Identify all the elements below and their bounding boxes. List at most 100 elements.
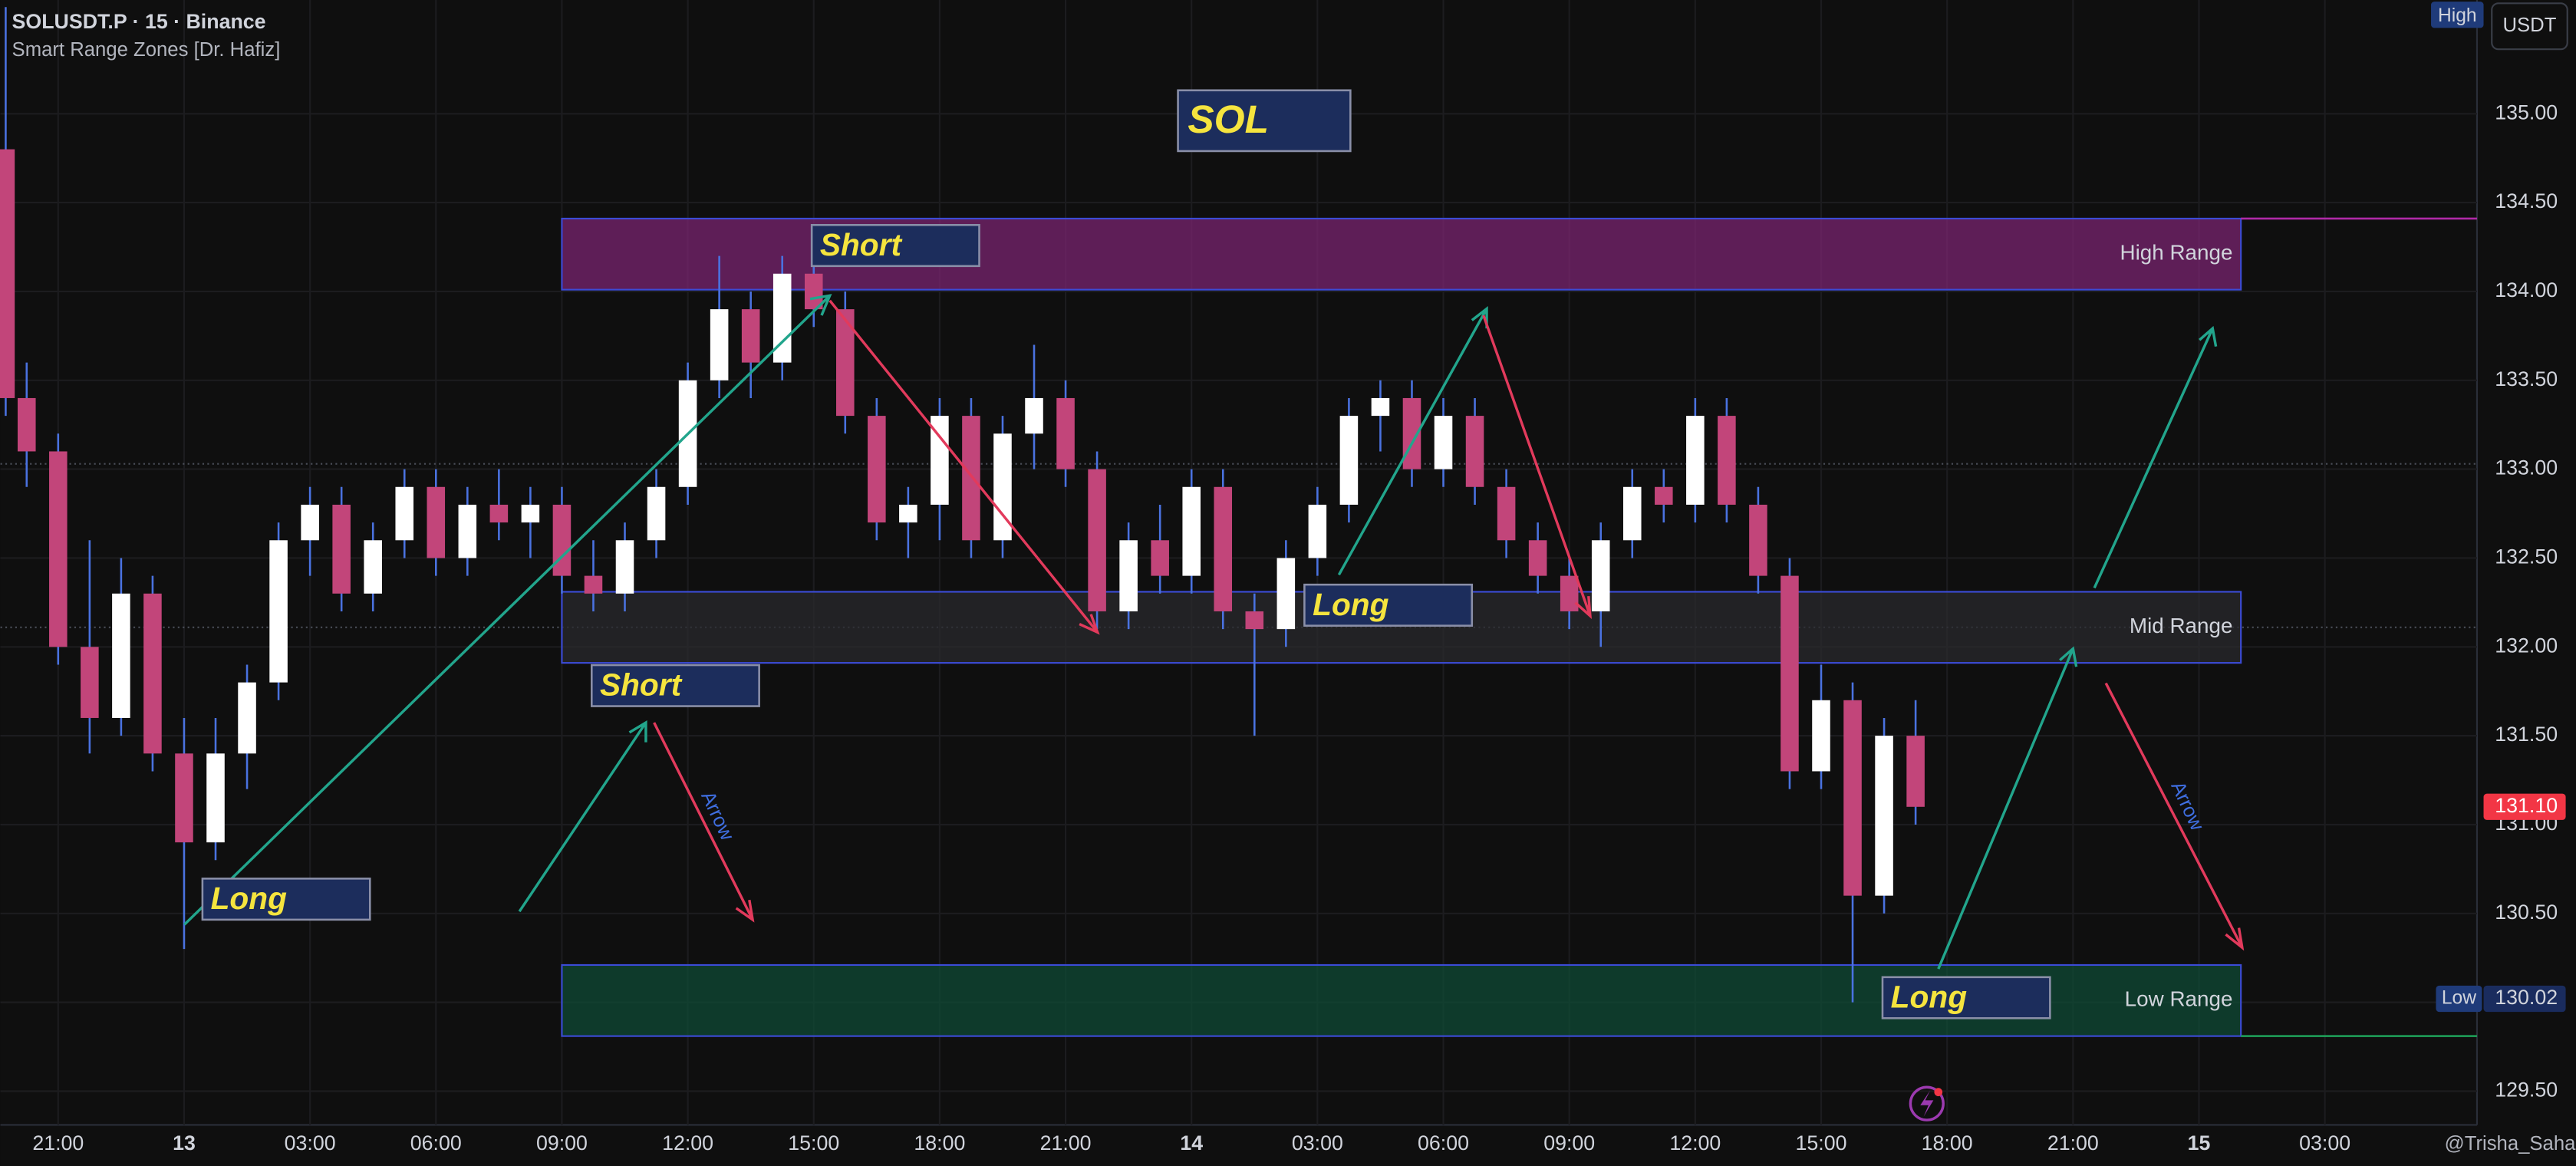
- candle-body: [427, 486, 446, 558]
- candle-body: [364, 540, 382, 594]
- candle-body: [962, 416, 980, 541]
- teal-arrows: [183, 294, 2218, 970]
- last-price-label: 131.10: [2495, 794, 2558, 817]
- candle-body: [868, 416, 886, 523]
- arrows: [183, 294, 2245, 970]
- y-tick-label: 135.00: [2495, 100, 2558, 124]
- zone-label: High Range: [2120, 241, 2233, 265]
- red-arrows: [653, 299, 2245, 951]
- arrow: [828, 299, 1100, 635]
- candle-body: [710, 309, 729, 380]
- candle-body: [1434, 416, 1453, 469]
- annotation-text: Long: [1891, 979, 1968, 1014]
- candle-body: [1497, 486, 1516, 541]
- candle-body: [332, 504, 351, 594]
- y-tick-label: 129.50: [2495, 1079, 2558, 1102]
- y-tick-label: 131.50: [2495, 723, 2558, 746]
- x-tick-label: 14: [1180, 1131, 1203, 1154]
- y-tick-label: 134.50: [2495, 189, 2558, 212]
- x-tick-label: 15:00: [788, 1131, 839, 1154]
- annotation-box: [1303, 583, 1474, 627]
- candle-body: [993, 433, 1012, 541]
- lightning-icon[interactable]: [1909, 1085, 1945, 1122]
- candle-body: [1780, 575, 1799, 772]
- candle-body: [552, 504, 572, 576]
- y-tick-label: 132.00: [2495, 634, 2558, 657]
- high-tag-box: [2431, 2, 2484, 28]
- candle-body: [521, 504, 540, 523]
- candles: [0, 7, 1925, 1003]
- candle-body: [301, 504, 319, 541]
- x-tick-label: 15: [2188, 1131, 2211, 1154]
- arrow: [2093, 325, 2218, 589]
- candle-body: [112, 593, 130, 718]
- candle-body: [238, 682, 256, 754]
- icon-bolt[interactable]: [1920, 1090, 1934, 1117]
- candle-body: [1843, 700, 1862, 896]
- x-tick-label: 03:00: [1292, 1131, 1343, 1154]
- candle-body: [269, 540, 288, 683]
- arrow: [183, 294, 832, 926]
- zone-label: Mid Range: [2130, 614, 2233, 637]
- icon-circle[interactable]: [1909, 1085, 1945, 1122]
- y-tick-label: 132.50: [2495, 545, 2558, 568]
- x-tick-label: 09:00: [536, 1131, 588, 1154]
- currency-label[interactable]: USDT: [2503, 15, 2557, 36]
- candle-body: [1622, 486, 1642, 541]
- candle-body: [206, 753, 225, 843]
- x-tick-label: 12:00: [662, 1131, 713, 1154]
- x-tick-label: 18:00: [914, 1131, 965, 1154]
- candle-body: [0, 149, 15, 398]
- candle-body: [836, 309, 855, 417]
- annotation-text: Short: [600, 667, 683, 703]
- candle-body: [1025, 397, 1043, 434]
- y-tick-label: 130.50: [2495, 901, 2558, 924]
- watermark: @Trisha_Saha: [2445, 1133, 2576, 1154]
- x-tick-label: 15:00: [1796, 1131, 1847, 1154]
- high-tag: High: [2438, 5, 2477, 26]
- candle-body: [49, 451, 68, 647]
- candle-body: [1308, 504, 1327, 558]
- candle-body: [647, 486, 666, 541]
- axes: 129.50130.00130.50131.00131.50132.00132.…: [32, 100, 2566, 1154]
- candle-body: [931, 416, 949, 505]
- x-tick-label: 09:00: [1543, 1131, 1595, 1154]
- candle-body: [1906, 736, 1925, 807]
- y-tick-label: 133.00: [2495, 456, 2558, 479]
- arrow: [518, 720, 647, 913]
- x-tick-label: 03:00: [2299, 1131, 2350, 1154]
- annotation-text: Short: [820, 227, 903, 262]
- arrow: [2104, 682, 2245, 951]
- arrow: [1482, 315, 1592, 619]
- candle-body: [1875, 736, 1893, 896]
- annotation-text: SOL: [1188, 97, 1269, 141]
- last-price-box: [2483, 793, 2566, 820]
- candle-body: [1749, 504, 1767, 576]
- candle-body: [1214, 486, 1233, 611]
- candle-body: [615, 540, 634, 594]
- x-tick-label: 21:00: [1040, 1131, 1092, 1154]
- candle-body: [1119, 540, 1138, 611]
- annotation-box: [1881, 976, 2051, 1019]
- candle-body: [804, 273, 823, 310]
- currency-button[interactable]: [2491, 2, 2568, 51]
- candle-body: [395, 486, 414, 541]
- candle-body: [1339, 416, 1359, 505]
- y-tick-label: 133.50: [2495, 367, 2558, 390]
- symbol-title: SOLUSDT.P · 15 · Binance: [12, 10, 266, 33]
- candle-body: [1812, 700, 1830, 772]
- indicator-name: Smart Range Zones [Dr. Hafiz]: [12, 39, 281, 61]
- candle-body: [1560, 575, 1579, 611]
- candle-body: [143, 593, 162, 754]
- y-tick-label: 134.00: [2495, 278, 2558, 301]
- annotation-text: Long: [211, 881, 288, 916]
- candle-body: [81, 647, 99, 718]
- x-tick-label: 06:00: [1418, 1131, 1469, 1154]
- icon-dot[interactable]: [1934, 1088, 1943, 1097]
- candle-body: [458, 504, 477, 558]
- x-tick-label: 12:00: [1669, 1131, 1721, 1154]
- x-tick-label: 21:00: [2047, 1131, 2099, 1154]
- candle-body: [489, 504, 509, 523]
